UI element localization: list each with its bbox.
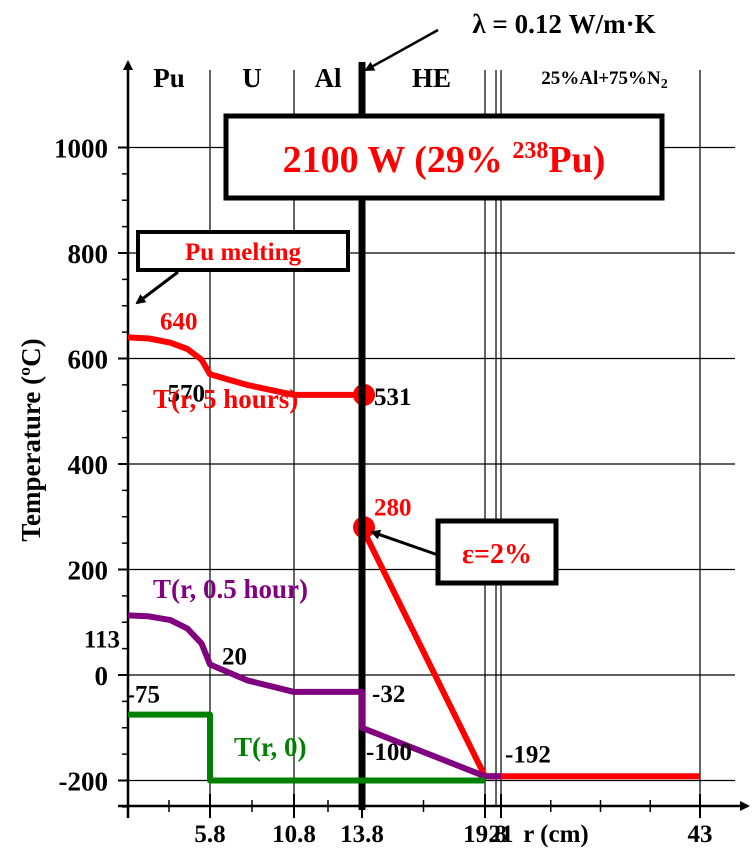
y-tick-label: -200 — [59, 767, 109, 797]
series-name-label: T(r, 0) — [234, 732, 307, 762]
x-axis-label: r (cm) — [523, 821, 588, 848]
value-label: -192 — [505, 741, 551, 768]
value-label: 20 — [222, 643, 247, 670]
value-label: 570 — [168, 380, 206, 407]
value-label: -32 — [372, 681, 405, 708]
epsilon-box-text: ε=2% — [462, 539, 532, 570]
conductivity-arrow — [364, 28, 439, 72]
series-name-label: T(r, 5 hours) — [153, 384, 298, 414]
melting-box-text: Pu melting — [185, 239, 301, 266]
x-tick-label: 5.8 — [194, 821, 225, 848]
value-label: 640 — [160, 308, 198, 335]
y-tick-label: 400 — [68, 450, 109, 480]
melting-arrow — [135, 270, 179, 305]
region-label: Al — [315, 63, 342, 93]
y-tick-label: 1000 — [54, 134, 108, 164]
value-label: 280 — [374, 494, 412, 521]
y-tick-label: 800 — [68, 239, 109, 269]
x-tick-label: 10.8 — [272, 821, 316, 848]
value-label: 531 — [374, 384, 412, 411]
value-label: 113 — [84, 626, 120, 653]
y-axis-label: Temperature (ºC) — [16, 338, 46, 541]
region-label: 25%Al+75%N2 — [541, 68, 668, 92]
region-label: HE — [412, 63, 451, 93]
y-tick-label: 0 — [95, 661, 109, 691]
power-box — [223, 113, 665, 201]
region-label: Pu — [153, 63, 185, 93]
epsilon-box — [435, 518, 559, 586]
value-label: -75 — [127, 682, 160, 709]
y-tick-label: 200 — [68, 556, 109, 586]
x-tick-label: 21 — [489, 821, 514, 848]
x-tick-label: 13.8 — [340, 821, 384, 848]
melting-box — [136, 230, 350, 272]
y-tick-label: 600 — [68, 345, 109, 375]
series-name-label: T(r, 0.5 hour) — [153, 574, 308, 604]
epsilon-arrow — [370, 529, 439, 557]
series-line — [128, 711, 485, 784]
series-line — [127, 612, 501, 780]
x-tick-label: 43 — [688, 821, 713, 848]
region-label: U — [242, 63, 262, 93]
x-tick-label: 19.8 — [463, 821, 507, 848]
power-box-text: 2100 W (29% 238Pu) — [283, 138, 606, 181]
value-label: -100 — [366, 739, 412, 766]
conductivity-annotation: λ = 0.12 W/m·K — [472, 9, 655, 39]
